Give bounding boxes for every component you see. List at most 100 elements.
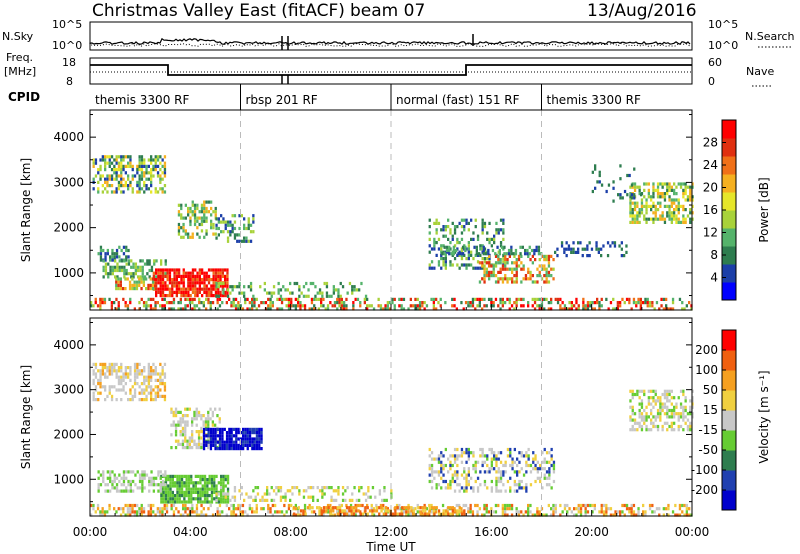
data-cell bbox=[172, 423, 175, 427]
data-cell bbox=[182, 507, 185, 511]
data-cell bbox=[163, 171, 167, 175]
data-cell bbox=[246, 307, 249, 311]
data-cell bbox=[228, 427, 231, 431]
data-cell bbox=[124, 287, 127, 291]
data-cell bbox=[180, 478, 184, 482]
data-cell bbox=[600, 254, 603, 258]
data-cell bbox=[306, 506, 310, 510]
data-cell bbox=[191, 417, 194, 421]
data-cell bbox=[654, 399, 657, 403]
data-cell bbox=[552, 267, 555, 271]
data-cell bbox=[631, 424, 634, 429]
data-cell bbox=[201, 281, 204, 285]
data-cell bbox=[442, 512, 445, 516]
data-cell bbox=[221, 284, 224, 288]
data-cell bbox=[229, 233, 232, 237]
data-cell bbox=[689, 188, 692, 192]
data-cell bbox=[289, 291, 292, 295]
data-cell bbox=[482, 248, 485, 253]
data-cell bbox=[428, 509, 431, 513]
data-cell bbox=[237, 431, 240, 435]
data-cell bbox=[145, 388, 148, 392]
data-cell bbox=[221, 434, 224, 438]
data-cell bbox=[242, 443, 245, 447]
data-cell bbox=[255, 307, 258, 311]
data-cell bbox=[184, 297, 187, 301]
data-cell bbox=[382, 507, 385, 511]
data-cell bbox=[307, 486, 310, 490]
data-cell bbox=[245, 226, 248, 231]
data-cell bbox=[645, 405, 648, 409]
data-cell bbox=[483, 513, 486, 517]
data-cell bbox=[654, 392, 657, 397]
data-cell bbox=[175, 281, 178, 285]
data-cell bbox=[207, 301, 210, 305]
data-cell bbox=[444, 257, 447, 261]
data-cell bbox=[159, 507, 162, 511]
data-cell bbox=[515, 304, 518, 308]
data-cell bbox=[238, 291, 241, 295]
data-cell bbox=[115, 280, 118, 284]
colorbar-swatch bbox=[722, 350, 736, 371]
data-cell bbox=[506, 513, 509, 517]
data-cell bbox=[656, 182, 660, 186]
data-cell bbox=[529, 503, 532, 508]
data-cell bbox=[520, 297, 523, 301]
data-cell bbox=[638, 412, 641, 416]
data-cell bbox=[640, 208, 644, 212]
data-cell bbox=[174, 484, 177, 488]
data-cell bbox=[94, 161, 98, 165]
data-cell bbox=[187, 478, 191, 482]
data-cell bbox=[318, 288, 322, 292]
data-cell bbox=[481, 460, 484, 464]
data-cell bbox=[616, 304, 619, 308]
data-cell bbox=[541, 467, 544, 471]
data-cell bbox=[654, 424, 657, 429]
colorbar-tick-label: 100 bbox=[695, 363, 718, 377]
data-cell bbox=[221, 440, 224, 444]
data-cell bbox=[444, 250, 447, 254]
data-cell bbox=[321, 294, 324, 298]
data-cell bbox=[161, 372, 164, 376]
data-cell bbox=[645, 415, 648, 419]
data-cell bbox=[234, 507, 238, 511]
data-cell bbox=[174, 494, 177, 498]
data-cell bbox=[483, 460, 487, 464]
data-cell bbox=[196, 278, 199, 282]
data-cell bbox=[147, 385, 150, 389]
data-cell bbox=[159, 271, 162, 275]
data-cell bbox=[416, 297, 419, 301]
data-cell bbox=[366, 304, 369, 308]
data-cell bbox=[495, 476, 498, 480]
data-cell bbox=[481, 451, 484, 455]
data-cell bbox=[638, 211, 641, 215]
data-cell bbox=[297, 301, 300, 305]
data-cell bbox=[679, 402, 683, 406]
data-cell bbox=[145, 277, 148, 281]
data-cell bbox=[689, 211, 692, 215]
data-cell bbox=[384, 304, 387, 308]
data-cell bbox=[675, 220, 678, 224]
data-cell bbox=[108, 503, 111, 508]
data-cell bbox=[122, 245, 126, 249]
data-cell bbox=[168, 301, 171, 305]
data-cell bbox=[238, 239, 241, 243]
data-cell bbox=[241, 513, 245, 517]
data-cell bbox=[175, 290, 178, 294]
data-cell bbox=[490, 297, 493, 301]
data-cell bbox=[633, 185, 637, 189]
data-cell bbox=[258, 443, 261, 447]
data-cell bbox=[669, 307, 672, 311]
data-cell bbox=[380, 509, 383, 513]
data-cell bbox=[136, 375, 139, 379]
data-cell bbox=[435, 228, 438, 232]
data-cell bbox=[552, 277, 555, 281]
data-cell bbox=[168, 271, 172, 275]
data-cell bbox=[675, 204, 678, 208]
data-cell bbox=[224, 274, 227, 278]
data-cell bbox=[606, 254, 610, 258]
data-cell bbox=[689, 412, 692, 416]
data-cell bbox=[248, 440, 252, 444]
data-cell bbox=[332, 288, 335, 292]
data-cell bbox=[225, 437, 229, 441]
